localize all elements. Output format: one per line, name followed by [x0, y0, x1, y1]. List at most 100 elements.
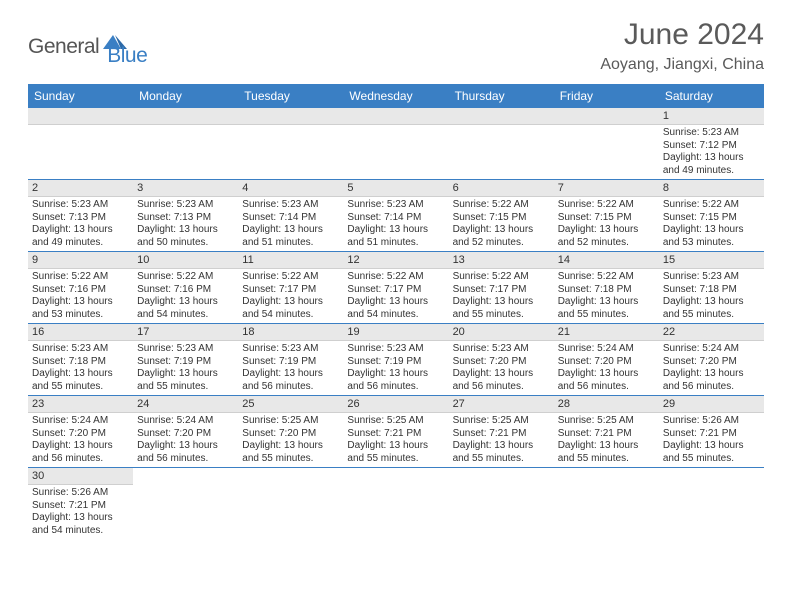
day-details: Sunrise: 5:22 AMSunset: 7:15 PMDaylight:… — [659, 197, 764, 251]
day-daylight2: and 55 minutes. — [558, 453, 655, 466]
day-sunset: Sunset: 7:20 PM — [137, 428, 234, 441]
calendar-row: 23Sunrise: 5:24 AMSunset: 7:20 PMDayligh… — [28, 396, 764, 468]
day-details: Sunrise: 5:23 AMSunset: 7:13 PMDaylight:… — [28, 197, 133, 251]
day-daylight1: Daylight: 13 hours — [137, 224, 234, 237]
calendar-cell: 7Sunrise: 5:22 AMSunset: 7:15 PMDaylight… — [554, 180, 659, 252]
location: Aoyang, Jiangxi, China — [600, 56, 764, 74]
day-details: Sunrise: 5:26 AMSunset: 7:21 PMDaylight:… — [28, 485, 133, 539]
day-sunrise: Sunrise: 5:22 AM — [558, 199, 655, 212]
daynum-bar-empty — [28, 108, 133, 125]
day-details: Sunrise: 5:25 AMSunset: 7:20 PMDaylight:… — [238, 413, 343, 467]
day-sunrise: Sunrise: 5:25 AM — [242, 415, 339, 428]
weekday-header: Thursday — [449, 84, 554, 108]
day-daylight1: Daylight: 13 hours — [558, 224, 655, 237]
day-sunset: Sunset: 7:13 PM — [32, 212, 129, 225]
calendar-cell — [449, 108, 554, 180]
day-sunrise: Sunrise: 5:25 AM — [347, 415, 444, 428]
day-number: 5 — [343, 180, 448, 197]
day-sunset: Sunset: 7:21 PM — [558, 428, 655, 441]
calendar-cell: 22Sunrise: 5:24 AMSunset: 7:20 PMDayligh… — [659, 324, 764, 396]
day-daylight1: Daylight: 13 hours — [558, 440, 655, 453]
calendar-cell: 3Sunrise: 5:23 AMSunset: 7:13 PMDaylight… — [133, 180, 238, 252]
day-number: 13 — [449, 252, 554, 269]
day-details: Sunrise: 5:22 AMSunset: 7:17 PMDaylight:… — [343, 269, 448, 323]
day-sunrise: Sunrise: 5:22 AM — [32, 271, 129, 284]
day-details: Sunrise: 5:23 AMSunset: 7:19 PMDaylight:… — [238, 341, 343, 395]
day-sunrise: Sunrise: 5:22 AM — [453, 271, 550, 284]
day-details: Sunrise: 5:22 AMSunset: 7:18 PMDaylight:… — [554, 269, 659, 323]
day-number: 29 — [659, 396, 764, 413]
day-sunset: Sunset: 7:14 PM — [242, 212, 339, 225]
day-sunset: Sunset: 7:15 PM — [558, 212, 655, 225]
day-details: Sunrise: 5:25 AMSunset: 7:21 PMDaylight:… — [343, 413, 448, 467]
logo: General Blue — [28, 26, 147, 68]
calendar-cell — [133, 468, 238, 540]
day-sunrise: Sunrise: 5:23 AM — [663, 271, 760, 284]
day-daylight1: Daylight: 13 hours — [32, 296, 129, 309]
day-daylight2: and 54 minutes. — [242, 309, 339, 322]
day-sunset: Sunset: 7:14 PM — [347, 212, 444, 225]
calendar-cell: 26Sunrise: 5:25 AMSunset: 7:21 PMDayligh… — [343, 396, 448, 468]
day-sunset: Sunset: 7:19 PM — [347, 356, 444, 369]
day-daylight2: and 54 minutes. — [137, 309, 234, 322]
day-daylight2: and 49 minutes. — [663, 165, 760, 178]
calendar-cell: 28Sunrise: 5:25 AMSunset: 7:21 PMDayligh… — [554, 396, 659, 468]
day-daylight1: Daylight: 13 hours — [137, 296, 234, 309]
day-details: Sunrise: 5:23 AMSunset: 7:13 PMDaylight:… — [133, 197, 238, 251]
day-details: Sunrise: 5:24 AMSunset: 7:20 PMDaylight:… — [133, 413, 238, 467]
day-daylight2: and 56 minutes. — [347, 381, 444, 394]
day-daylight1: Daylight: 13 hours — [347, 296, 444, 309]
day-sunrise: Sunrise: 5:26 AM — [663, 415, 760, 428]
day-daylight2: and 55 minutes. — [663, 309, 760, 322]
calendar-cell: 5Sunrise: 5:23 AMSunset: 7:14 PMDaylight… — [343, 180, 448, 252]
day-daylight2: and 55 minutes. — [242, 453, 339, 466]
calendar-cell — [238, 468, 343, 540]
day-details: Sunrise: 5:22 AMSunset: 7:17 PMDaylight:… — [238, 269, 343, 323]
day-daylight1: Daylight: 13 hours — [32, 512, 129, 525]
day-sunset: Sunset: 7:21 PM — [347, 428, 444, 441]
logo-text-general: General — [28, 35, 99, 59]
day-daylight2: and 55 minutes. — [137, 381, 234, 394]
day-number: 28 — [554, 396, 659, 413]
calendar-row: 9Sunrise: 5:22 AMSunset: 7:16 PMDaylight… — [28, 252, 764, 324]
calendar-cell: 8Sunrise: 5:22 AMSunset: 7:15 PMDaylight… — [659, 180, 764, 252]
calendar-cell — [28, 108, 133, 180]
day-sunset: Sunset: 7:19 PM — [137, 356, 234, 369]
calendar-cell — [554, 468, 659, 540]
day-details: Sunrise: 5:23 AMSunset: 7:12 PMDaylight:… — [659, 125, 764, 179]
day-sunrise: Sunrise: 5:23 AM — [663, 127, 760, 140]
daynum-bar-empty — [449, 108, 554, 125]
day-number: 4 — [238, 180, 343, 197]
day-number: 2 — [28, 180, 133, 197]
day-sunset: Sunset: 7:16 PM — [32, 284, 129, 297]
day-sunrise: Sunrise: 5:24 AM — [137, 415, 234, 428]
day-daylight2: and 52 minutes. — [558, 237, 655, 250]
title-block: June 2024 Aoyang, Jiangxi, China — [600, 18, 764, 74]
day-number: 19 — [343, 324, 448, 341]
day-number: 21 — [554, 324, 659, 341]
day-daylight2: and 55 minutes. — [32, 381, 129, 394]
calendar-cell: 1Sunrise: 5:23 AMSunset: 7:12 PMDaylight… — [659, 108, 764, 180]
day-sunset: Sunset: 7:19 PM — [242, 356, 339, 369]
day-daylight2: and 56 minutes. — [242, 381, 339, 394]
day-sunset: Sunset: 7:18 PM — [32, 356, 129, 369]
day-daylight2: and 56 minutes. — [137, 453, 234, 466]
day-sunrise: Sunrise: 5:22 AM — [137, 271, 234, 284]
day-daylight1: Daylight: 13 hours — [663, 368, 760, 381]
day-daylight1: Daylight: 13 hours — [453, 296, 550, 309]
day-daylight2: and 49 minutes. — [32, 237, 129, 250]
day-sunset: Sunset: 7:13 PM — [137, 212, 234, 225]
day-daylight1: Daylight: 13 hours — [32, 224, 129, 237]
day-daylight1: Daylight: 13 hours — [347, 440, 444, 453]
day-sunrise: Sunrise: 5:23 AM — [242, 199, 339, 212]
day-number: 30 — [28, 468, 133, 485]
daynum-bar-empty — [238, 108, 343, 125]
day-details: Sunrise: 5:26 AMSunset: 7:21 PMDaylight:… — [659, 413, 764, 467]
day-details: Sunrise: 5:24 AMSunset: 7:20 PMDaylight:… — [659, 341, 764, 395]
day-details: Sunrise: 5:22 AMSunset: 7:15 PMDaylight:… — [449, 197, 554, 251]
day-details: Sunrise: 5:23 AMSunset: 7:19 PMDaylight:… — [133, 341, 238, 395]
calendar-cell: 2Sunrise: 5:23 AMSunset: 7:13 PMDaylight… — [28, 180, 133, 252]
calendar-table: Sunday Monday Tuesday Wednesday Thursday… — [28, 84, 764, 539]
day-number: 16 — [28, 324, 133, 341]
day-number: 10 — [133, 252, 238, 269]
